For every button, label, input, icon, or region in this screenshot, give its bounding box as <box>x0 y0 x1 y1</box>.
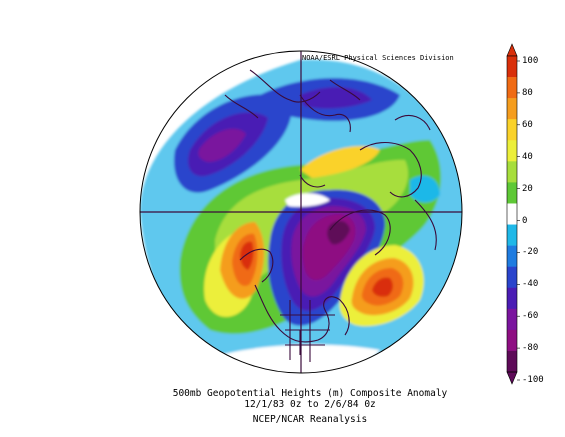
map-disk <box>139 50 463 374</box>
colorbar-tick-label: 80 <box>522 87 533 98</box>
caption-line3: NCEP/NCAR Reanalysis <box>252 414 368 425</box>
colorbar-segment <box>507 329 517 352</box>
colorbar-segment <box>507 77 517 99</box>
colorbar-tick-label: -100 <box>522 375 544 385</box>
colorbar <box>506 43 520 385</box>
colorbar-segment <box>507 224 517 246</box>
colorbar-segment <box>507 203 517 225</box>
graticule <box>140 51 462 373</box>
colorbar-segment <box>507 266 517 289</box>
colorbar-segment <box>507 350 517 373</box>
colorbar-tick-label: 40 <box>522 151 533 162</box>
colorbar-segment <box>507 182 517 204</box>
colorbar-tick-label: -80 <box>522 343 539 354</box>
colorbar-top-arrow <box>506 43 518 57</box>
colorbar-segment <box>507 56 517 78</box>
colorbar-bottom-arrow <box>506 371 518 385</box>
colorbar-tick-label: -20 <box>522 247 539 258</box>
colorbar-segment <box>507 140 517 162</box>
colorbar-segment <box>507 161 517 183</box>
colorbar-tick-label: 0 <box>522 215 528 226</box>
colorbar-tick-label: 100 <box>522 56 539 66</box>
colorbar-frame <box>506 55 518 373</box>
colorbar-tick-label: 20 <box>522 183 533 194</box>
colorbar-segment <box>507 287 517 310</box>
colorbar-segment <box>507 98 517 120</box>
caption-line1: 500mb Geopotential Heights (m) Composite… <box>172 388 448 399</box>
colorbar-tick-label: -60 <box>522 311 539 322</box>
colorbar-segment <box>507 119 517 141</box>
colorbar-segment <box>507 245 517 267</box>
colorbar-tick-label: -40 <box>522 279 539 290</box>
colorbar-segment <box>507 308 517 331</box>
credit-text: NOAA/ESRL Physical Sciences Division <box>302 54 454 62</box>
coastlines <box>224 69 437 362</box>
colorbar-tick-label: 60 <box>522 119 533 130</box>
caption-line2: 12/1/83 0z to 2/6/84 0z <box>244 399 376 410</box>
